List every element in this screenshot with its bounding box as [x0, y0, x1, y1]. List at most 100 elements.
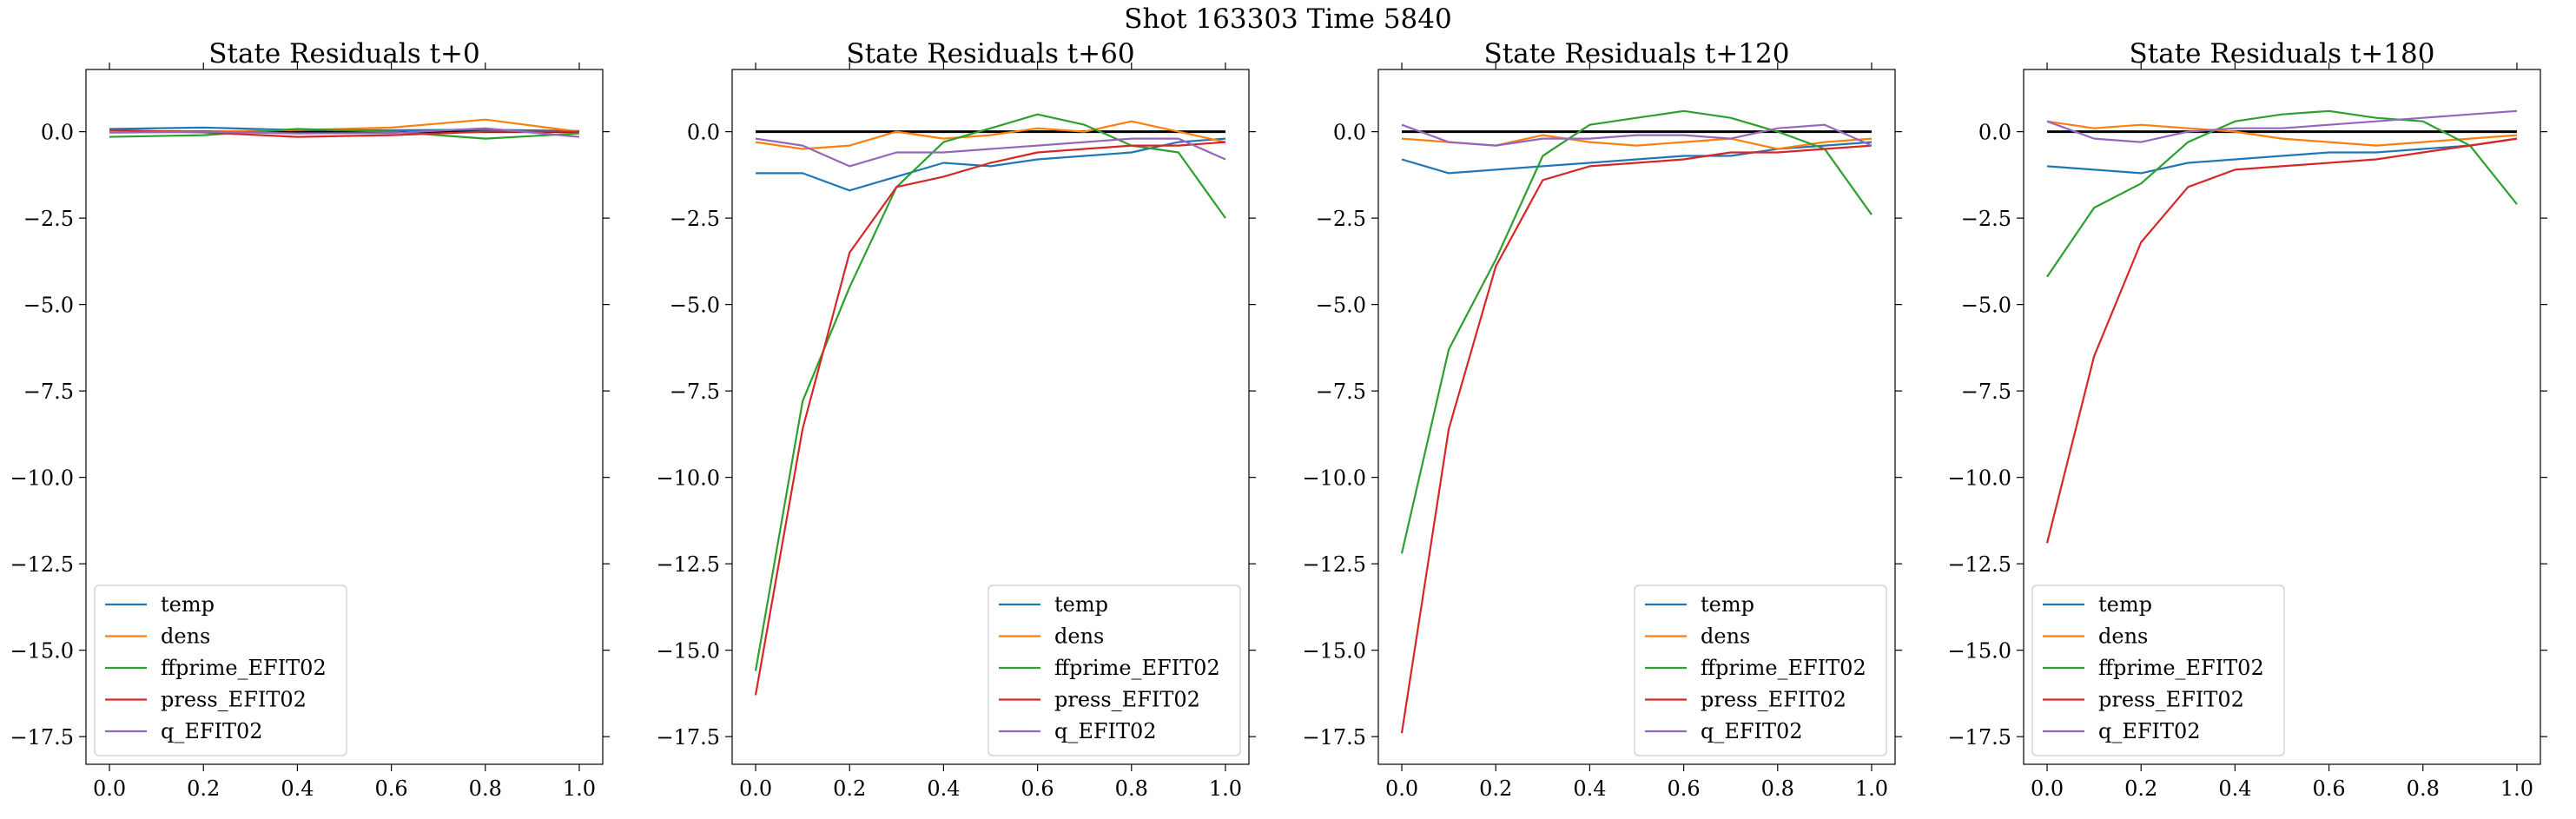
subplot-4: State Residuals t+180 0.0 −2.5 −5.0 −7.5 −10.… [1947, 38, 2547, 801]
x-tick-label: 0.2 [2124, 776, 2157, 801]
legend-label: ffprime_EFIT02 [1054, 656, 1220, 680]
x-tick-label: 0.4 [1573, 776, 1606, 801]
y-tick-label: −15.0 [656, 639, 720, 664]
legend-label: temp [1054, 592, 1108, 617]
y-tick-label: −7.5 [23, 380, 74, 404]
series-line-press_efit02 [754, 141, 1226, 696]
y-tick-label: −10.0 [1302, 466, 1366, 491]
x-tick-label: 0.6 [1668, 776, 1701, 801]
series-line-q_efit02 [755, 137, 1226, 168]
x-tick-label: 0.6 [1021, 776, 1054, 801]
series-line-ffprime_efit02 [109, 128, 580, 140]
x-tick-label: 0.0 [1385, 776, 1418, 801]
axes-frame [731, 69, 1250, 765]
y-tick-label: −2.5 [23, 207, 74, 231]
series-line-dens [755, 120, 1226, 150]
y-tick-label: −10.0 [656, 466, 720, 491]
y-tick-label: −5.0 [670, 294, 720, 318]
figure-suptitle: Shot 163303 Time 5840 [1124, 3, 1451, 35]
legend-box [94, 585, 347, 756]
legend-label: ffprime_EFIT02 [2098, 656, 2264, 680]
y-tick-label: −17.5 [10, 725, 74, 750]
y-tick-label: −15.0 [10, 639, 74, 664]
x-tick-label: 1.0 [1855, 776, 1888, 801]
y-tick-label: −15.0 [1947, 639, 2011, 664]
subplot-title: State Residuals t+120 [1484, 38, 1790, 69]
series-line-q_efit02 [109, 127, 580, 138]
y-tick-label: −2.5 [1961, 207, 2011, 231]
y-tick-label: −10.0 [10, 466, 74, 491]
series-line-q_efit02 [1401, 123, 1873, 147]
series-line-temp [2046, 137, 2518, 175]
x-tick-label: 0.0 [2031, 776, 2064, 801]
x-tick-label: 1.0 [1209, 776, 1242, 801]
x-tick-label: 0.2 [1479, 776, 1512, 801]
legend-label: press_EFIT02 [2098, 688, 2244, 712]
y-tick-label: −12.5 [1302, 552, 1366, 577]
y-tick-label: −2.5 [1316, 207, 1366, 231]
y-tick-label: −5.0 [1961, 294, 2011, 318]
y-tick-label: −5.0 [1316, 294, 1366, 318]
x-tick-label: 0.8 [2407, 776, 2440, 801]
series-line-temp [756, 137, 1226, 192]
y-tick-label: −17.5 [656, 725, 720, 750]
subplot-title: State Residuals t+0 [208, 38, 479, 69]
x-tick-label: 0.4 [281, 776, 314, 801]
x-tick-label: 0.8 [469, 776, 502, 801]
x-tick-label: 0.4 [927, 776, 960, 801]
y-tick-label: −2.5 [670, 207, 720, 231]
axes-frame [1377, 69, 1896, 765]
x-tick-label: 1.0 [2500, 776, 2533, 801]
series-line-ffprime_efit02 [2046, 109, 2518, 278]
legend: temp dens ffprime_EFIT02 press_EFIT02 q_EFIT… [1634, 585, 1887, 756]
legend-box [1634, 585, 1887, 756]
legend-label: ffprime_EFIT02 [1701, 656, 1866, 680]
y-tick-label: 0.0 [41, 121, 74, 145]
legend-label: temp [1701, 592, 1754, 617]
subplot-title: State Residuals t+60 [846, 38, 1134, 69]
legend-label: temp [2098, 592, 2152, 617]
y-tick-label: 0.0 [1333, 121, 1366, 145]
legend: temp dens ffprime_EFIT02 press_EFIT02 q_EFIT… [94, 585, 347, 756]
y-tick-label: −5.0 [23, 294, 74, 318]
y-tick-label: −17.5 [1302, 725, 1366, 750]
x-tick-label: 0.8 [1761, 776, 1794, 801]
legend-label: press_EFIT02 [1054, 688, 1200, 712]
legend-label: q_EFIT02 [2098, 719, 2201, 743]
legend-label: q_EFIT02 [1054, 719, 1157, 743]
legend: temp dens ffprime_EFIT02 press_EFIT02 q_EFIT… [987, 585, 1241, 756]
legend-label: dens [2098, 624, 2148, 649]
legend-label: dens [1054, 624, 1104, 649]
x-tick-label: 0.0 [739, 776, 772, 801]
legend: temp dens ffprime_EFIT02 press_EFIT02 q_EFIT… [2031, 585, 2285, 756]
y-tick-label: −12.5 [656, 552, 720, 577]
series-line-press_efit02 [2045, 137, 2518, 544]
series-line-ffprime_efit02 [754, 113, 1226, 671]
x-tick-label: 0.2 [187, 776, 220, 801]
legend-label: dens [161, 624, 210, 649]
x-tick-label: 1.0 [563, 776, 596, 801]
x-tick-label: 0.4 [2218, 776, 2251, 801]
subplot-3: State Residuals t+120 0.0 −2.5 −5.0 −7.5 −10.… [1302, 38, 1902, 801]
series-line-ffprime_efit02 [1400, 109, 1873, 554]
x-tick-label: 0.0 [93, 776, 126, 801]
y-tick-label: 0.0 [687, 121, 720, 145]
axes-frame [2023, 69, 2541, 765]
series-line-dens [2046, 120, 2518, 147]
y-tick-label: −7.5 [1961, 380, 2011, 404]
x-tick-label: 0.8 [1115, 776, 1148, 801]
series-line-q_efit02 [2046, 109, 2518, 143]
y-tick-label: −10.0 [1947, 466, 2011, 491]
series-line-temp [1401, 141, 1873, 175]
legend-label: ffprime_EFIT02 [161, 656, 327, 680]
legend-label: temp [161, 592, 215, 617]
y-tick-label: −12.5 [1947, 552, 2011, 577]
y-tick-label: 0.0 [1978, 121, 2011, 145]
legend-box [2031, 585, 2285, 756]
subplot-2: State Residuals t+60 0.0 −2.5 −5.0 −7.5 −10.0… [656, 38, 1256, 801]
legend-label: press_EFIT02 [1701, 688, 1846, 712]
x-tick-label: 0.6 [375, 776, 408, 801]
axes-frame [85, 69, 604, 765]
legend-label: dens [1701, 624, 1750, 649]
